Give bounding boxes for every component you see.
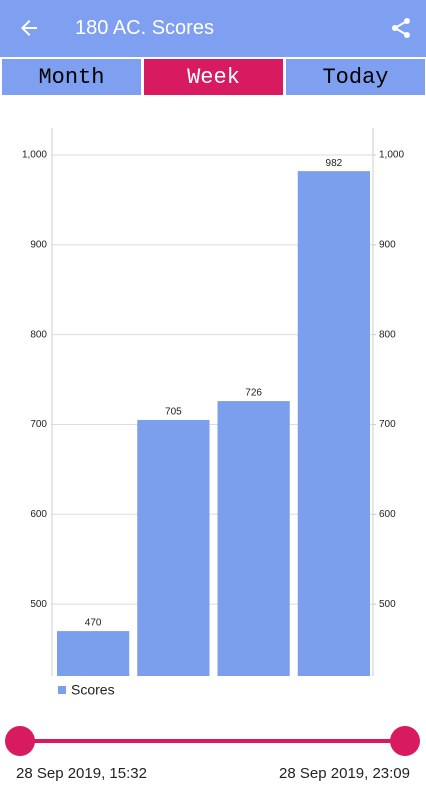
- tab[interactable]: Today: [286, 59, 425, 95]
- range-end-label: 28 Sep 2019, 23:09: [279, 765, 410, 782]
- app-bar: 180 AC. Scores: [0, 0, 426, 57]
- tab[interactable]: Week: [144, 59, 283, 95]
- slider-handle[interactable]: [390, 726, 420, 756]
- y-tick-label: 1,000: [22, 150, 47, 161]
- y-tick-label: 900: [30, 239, 47, 250]
- y2-tick-label: 900: [379, 239, 396, 250]
- y-tick-label: 600: [30, 509, 47, 520]
- y2-tick-label: 600: [379, 509, 396, 520]
- value-label: 726: [245, 388, 262, 399]
- value-label: 470: [85, 618, 102, 629]
- back-button[interactable]: [17, 16, 41, 40]
- share-button[interactable]: [389, 16, 413, 40]
- tab[interactable]: Month: [2, 59, 141, 95]
- bar: [297, 171, 370, 676]
- bar: [137, 419, 210, 676]
- legend-swatch: [58, 686, 66, 694]
- slider-handle[interactable]: [5, 726, 35, 756]
- value-label: 705: [165, 407, 182, 418]
- app-title: 180 AC. Scores: [75, 17, 214, 39]
- y-tick-label: 800: [30, 329, 47, 340]
- bar: [217, 401, 290, 676]
- y-tick-label: 500: [30, 599, 47, 610]
- range-start-label: 28 Sep 2019, 15:32: [16, 765, 147, 782]
- y2-tick-label: 1,000: [379, 150, 404, 161]
- y-tick-label: 700: [30, 419, 47, 430]
- bar: [57, 631, 130, 676]
- y2-tick-label: 500: [379, 599, 396, 610]
- value-label: 982: [326, 158, 343, 169]
- y2-tick-label: 700: [379, 419, 396, 430]
- legend-label: Scores: [71, 682, 115, 698]
- y2-tick-label: 800: [379, 329, 396, 340]
